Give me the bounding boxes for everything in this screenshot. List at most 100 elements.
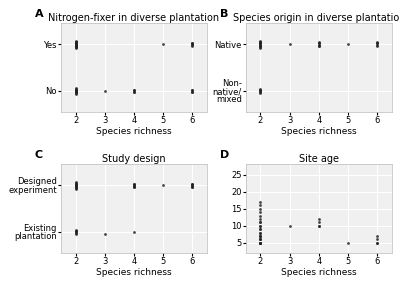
Point [257,90,264,94]
Point [316,44,322,48]
Point [72,232,79,236]
Point [72,44,79,49]
Point [257,241,264,245]
Point [374,237,380,242]
Point [72,230,79,234]
Point [72,90,79,95]
Point [189,41,196,45]
Point [72,46,79,50]
Point [257,230,264,235]
Point [345,42,351,47]
Point [257,88,264,92]
Point [316,41,322,46]
Point [72,89,79,93]
Point [257,234,264,238]
Point [257,241,264,245]
Point [374,41,380,46]
Point [72,41,79,45]
Text: C: C [35,150,43,160]
Point [72,44,79,48]
Point [72,87,79,91]
Point [131,182,137,186]
Point [316,223,322,228]
Point [257,241,264,245]
Point [131,87,137,92]
Point [131,185,137,190]
Point [316,217,322,221]
Point [189,90,196,95]
Point [72,90,79,94]
Point [189,184,196,189]
Point [189,182,196,186]
X-axis label: Species richness: Species richness [281,268,356,277]
Point [160,183,166,188]
Point [72,182,79,186]
Point [131,90,137,95]
Point [160,42,166,47]
Point [257,234,264,238]
Point [316,43,322,48]
Point [72,41,79,46]
Point [72,45,79,49]
Point [72,184,79,189]
Point [257,40,264,45]
Point [257,87,264,91]
Point [72,42,79,47]
Point [72,86,79,90]
Point [189,185,196,190]
Point [257,237,264,242]
X-axis label: Species richness: Species richness [96,127,172,136]
Point [72,229,79,233]
Point [257,44,264,48]
Point [189,43,196,48]
Point [131,230,137,234]
Point [257,223,264,228]
Point [286,223,293,228]
Point [189,87,196,92]
Point [257,241,264,245]
Point [72,181,79,186]
Point [345,241,351,245]
Point [72,43,79,48]
Title: Site age: Site age [299,154,339,164]
Point [257,41,264,46]
Point [102,89,108,93]
Text: B: B [220,9,228,19]
Point [257,234,264,238]
Point [72,42,79,47]
Point [131,182,137,187]
Point [72,182,79,187]
Point [72,185,79,190]
Point [257,210,264,214]
Point [257,87,264,92]
Point [257,220,264,225]
Point [257,227,264,231]
Point [189,88,196,92]
Point [72,40,79,44]
Point [72,88,79,92]
Point [72,43,79,48]
Point [131,185,137,189]
Title: Species origin in diverse plantation: Species origin in diverse plantation [232,13,400,23]
Point [72,180,79,184]
Point [257,42,264,47]
Point [72,183,79,188]
Point [257,43,264,48]
Point [316,40,322,45]
Point [72,39,79,44]
Point [286,42,293,47]
Point [72,42,79,46]
Point [257,43,264,48]
Point [257,46,264,50]
Point [72,87,79,92]
Point [374,43,380,48]
Point [257,220,264,225]
Point [257,38,264,43]
Point [131,181,137,186]
Point [72,187,79,192]
Point [257,237,264,242]
Point [189,42,196,46]
Point [189,43,196,48]
X-axis label: Species richness: Species richness [96,268,172,277]
Point [189,181,196,186]
